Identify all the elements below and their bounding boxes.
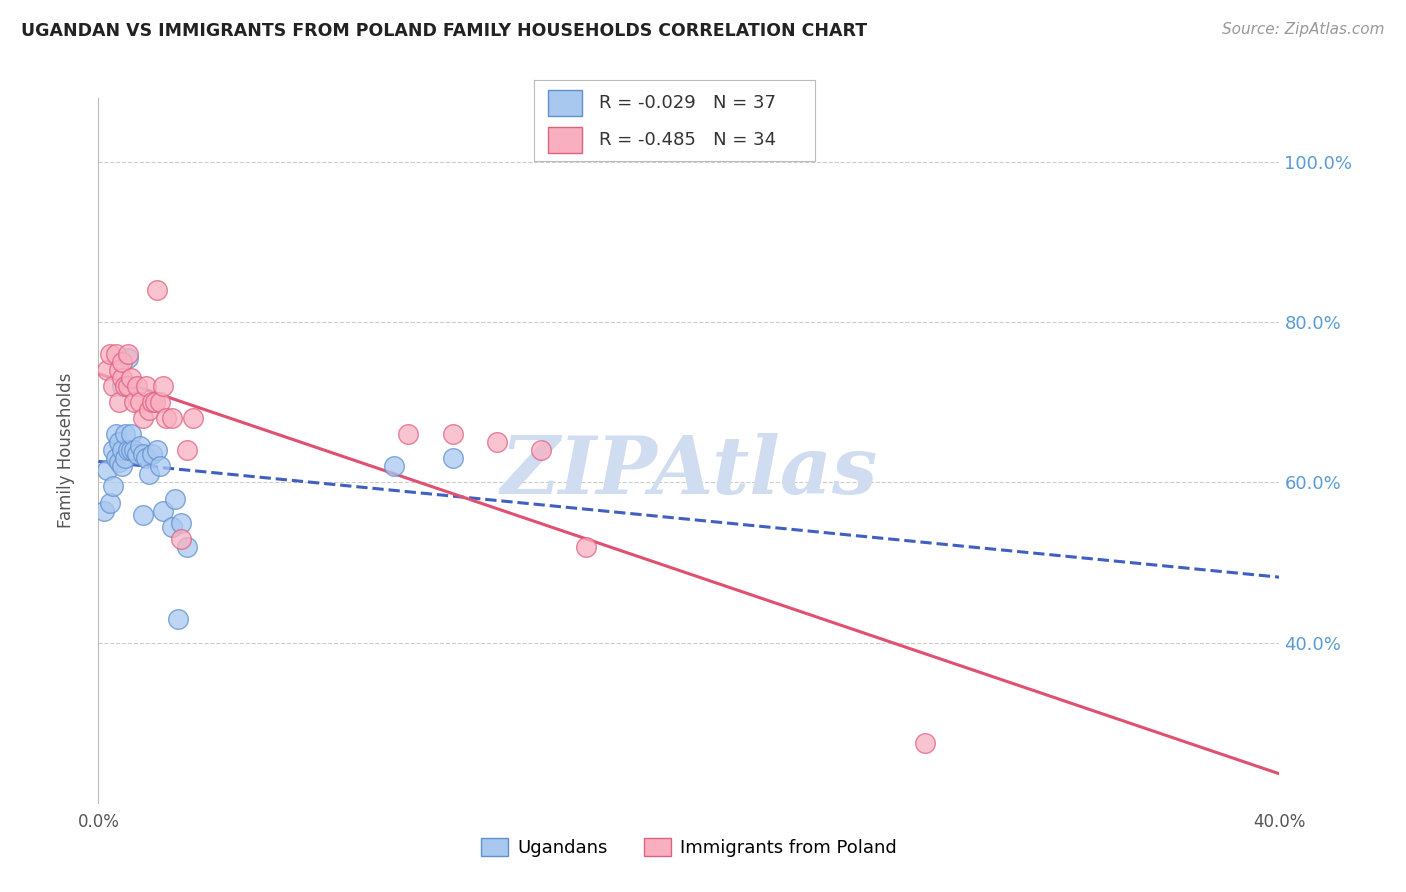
- Point: [441, 451, 464, 466]
- Point: [120, 371, 142, 385]
- Point: [152, 379, 174, 393]
- Point: [128, 440, 150, 454]
- Point: [120, 443, 142, 458]
- Point: [398, 427, 420, 442]
- Point: [135, 379, 157, 393]
- Point: [575, 540, 598, 554]
- Point: [111, 371, 134, 385]
- Point: [114, 451, 136, 466]
- Point: [117, 379, 139, 393]
- Point: [162, 519, 183, 533]
- Point: [105, 427, 128, 442]
- Text: UGANDAN VS IMMIGRANTS FROM POLAND FAMILY HOUSEHOLDS CORRELATION CHART: UGANDAN VS IMMIGRANTS FROM POLAND FAMILY…: [21, 22, 868, 40]
- Point: [98, 347, 121, 361]
- Point: [111, 379, 134, 393]
- Point: [103, 379, 125, 393]
- Point: [146, 443, 169, 458]
- Text: Source: ZipAtlas.com: Source: ZipAtlas.com: [1222, 22, 1385, 37]
- Point: [125, 379, 148, 393]
- Point: [108, 435, 131, 450]
- Point: [125, 447, 148, 461]
- Point: [170, 532, 193, 546]
- Point: [914, 736, 936, 750]
- Point: [181, 411, 204, 425]
- Point: [135, 451, 157, 466]
- Point: [103, 443, 125, 458]
- Point: [138, 467, 160, 482]
- Point: [165, 491, 187, 506]
- Point: [108, 455, 131, 469]
- Point: [162, 411, 183, 425]
- Point: [111, 459, 134, 474]
- Bar: [548, 127, 582, 153]
- Point: [132, 447, 155, 461]
- Point: [176, 540, 198, 554]
- Point: [103, 479, 125, 493]
- Point: [149, 395, 172, 409]
- Point: [108, 363, 131, 377]
- Point: [382, 459, 405, 474]
- Text: R = -0.485   N = 34: R = -0.485 N = 34: [599, 131, 776, 149]
- Point: [486, 435, 509, 450]
- Bar: [548, 90, 582, 116]
- Legend: Ugandans, Immigrants from Poland: Ugandans, Immigrants from Poland: [474, 830, 904, 864]
- Point: [138, 403, 160, 417]
- Point: [167, 612, 190, 626]
- Point: [176, 443, 198, 458]
- Point: [111, 443, 134, 458]
- Point: [117, 443, 139, 458]
- Point: [96, 363, 118, 377]
- Point: [143, 395, 166, 409]
- Point: [132, 411, 155, 425]
- Point: [155, 411, 177, 425]
- Text: ZIPAtlas: ZIPAtlas: [501, 433, 877, 510]
- Point: [117, 351, 139, 366]
- Point: [111, 355, 134, 369]
- Point: [108, 395, 131, 409]
- Point: [146, 283, 169, 297]
- Point: [105, 451, 128, 466]
- Point: [117, 347, 139, 361]
- Point: [152, 503, 174, 517]
- Point: [170, 516, 193, 530]
- Point: [149, 459, 172, 474]
- Point: [98, 495, 121, 509]
- Y-axis label: Family Households: Family Households: [56, 373, 75, 528]
- Point: [132, 508, 155, 522]
- Text: R = -0.029   N = 37: R = -0.029 N = 37: [599, 94, 776, 112]
- Point: [128, 395, 150, 409]
- Point: [93, 503, 115, 517]
- Point: [530, 443, 553, 458]
- Point: [117, 379, 139, 393]
- Point: [105, 347, 128, 361]
- Point: [141, 395, 163, 409]
- Point: [441, 427, 464, 442]
- Point: [122, 443, 145, 458]
- Point: [114, 427, 136, 442]
- Point: [141, 447, 163, 461]
- Point: [120, 427, 142, 442]
- Point: [122, 395, 145, 409]
- Point: [96, 463, 118, 477]
- Point: [114, 379, 136, 393]
